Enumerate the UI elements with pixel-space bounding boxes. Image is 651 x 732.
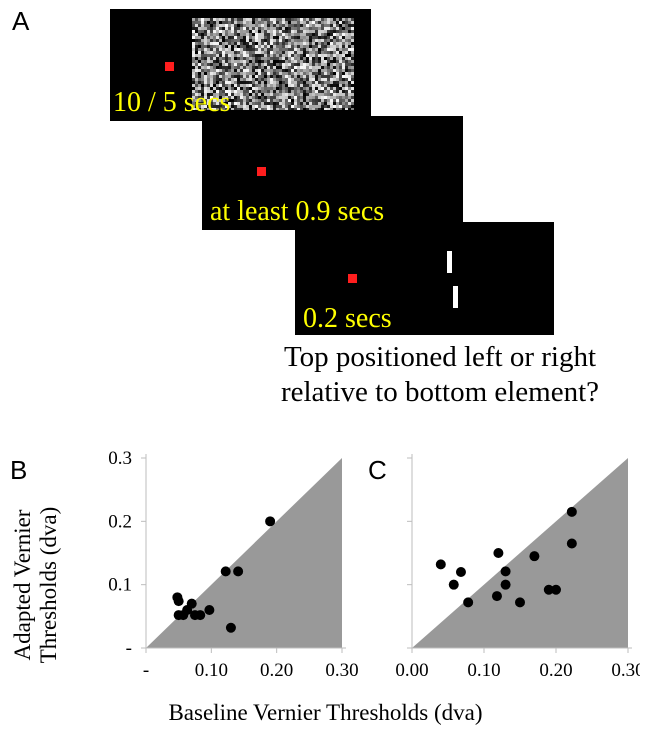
data-point (204, 605, 215, 615)
x-tick-label: 0.00 (395, 660, 428, 681)
data-point (186, 598, 197, 609)
fixation-point (348, 274, 357, 283)
data-point (493, 548, 504, 558)
x-tick-label: 0.20 (260, 660, 293, 681)
x-tick-label: 0.10 (195, 660, 228, 681)
x-tick-label: 0.20 (539, 660, 572, 681)
data-point (220, 566, 231, 577)
x-tick-label: 0.10 (467, 660, 500, 681)
data-point (195, 610, 206, 621)
scatter-chart-c: 0.00 0.10 0.20 0.30 (395, 454, 640, 681)
panel-b-letter: B (10, 455, 28, 485)
x-tick-label: 0.30 (325, 660, 358, 681)
y-axis-label: Adapted Vernier Thresholds (dva) (10, 507, 61, 664)
fixation-point (165, 62, 174, 71)
fixation-point (257, 167, 266, 176)
data-point (543, 584, 554, 595)
data-point (225, 622, 236, 633)
y-axis-label-line: Thresholds (dva) (36, 507, 61, 664)
fixation-frame: at least 0.9 secs (202, 116, 463, 230)
task-question: Top positioned left or right relative to… (230, 340, 650, 410)
data-point (463, 597, 474, 608)
vernier-frame: 0.2 secs (295, 222, 554, 335)
data-point (491, 591, 502, 602)
y-tick-label: - (126, 638, 132, 659)
x-tick-label: 0.30 (611, 660, 640, 681)
scatter-chart-b: - 0.10 0.20 0.30 - 0.1 0.2 0.3 (108, 450, 358, 681)
question-line: relative to bottom element? (280, 376, 600, 408)
question-line: Top positioned left or right (283, 341, 597, 373)
frame-caption: at least 0.9 secs (210, 196, 385, 227)
frame-caption: 0.2 secs (303, 303, 392, 334)
y-tick-label: 0.1 (108, 575, 132, 596)
x-axis-label: Baseline Vernier Thresholds (dva) (168, 700, 483, 725)
panel-a-letter: A (12, 6, 30, 36)
panel-c-letter: C (368, 455, 387, 485)
data-point (455, 567, 466, 577)
shaded-region (412, 458, 628, 648)
data-point (448, 579, 459, 590)
y-tick-label: 0.3 (108, 450, 132, 469)
data-point (173, 596, 184, 607)
data-point (566, 506, 577, 517)
adaptation-frame: 10 / 5 secs (110, 9, 371, 121)
x-tick-label: - (143, 660, 149, 681)
data-point (500, 579, 511, 590)
data-point (435, 559, 446, 570)
data-point (529, 551, 540, 562)
vernier-bottom-element (453, 286, 458, 308)
noise-patch (192, 18, 354, 110)
data-point (500, 566, 511, 577)
data-point (566, 538, 577, 549)
data-point (233, 566, 244, 577)
frame-caption: 10 / 5 secs (113, 87, 231, 118)
data-point (551, 584, 561, 595)
data-point (515, 597, 525, 608)
vernier-top-element (447, 251, 452, 273)
data-point (265, 516, 276, 527)
y-axis-label-line: Adapted Vernier (10, 509, 35, 660)
y-tick-label: 0.2 (108, 511, 132, 532)
shaded-region (146, 458, 342, 648)
